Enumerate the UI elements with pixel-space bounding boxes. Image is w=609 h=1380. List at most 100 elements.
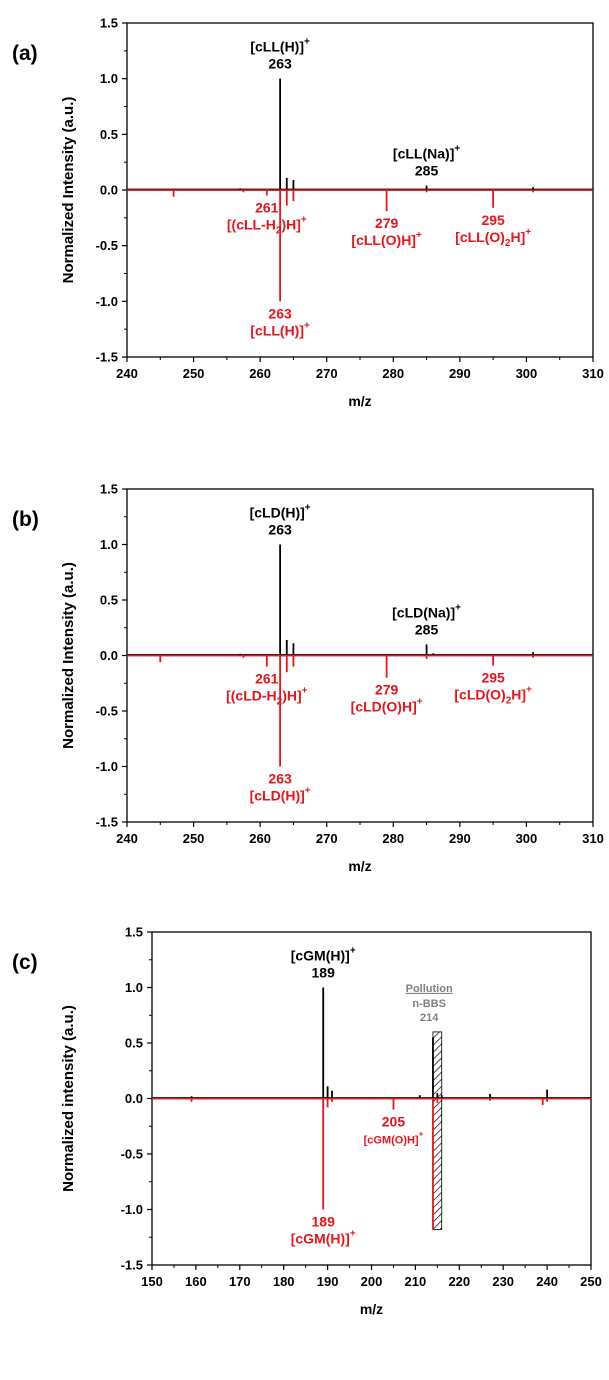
peak-label-261-bottom: 261[(cLL-H2)H]+ (227, 200, 307, 237)
y-tick-label: 1.5 (100, 16, 118, 31)
annotation-line: 295 (481, 212, 505, 228)
annotation-line: 205 (382, 1114, 406, 1130)
x-tick-label: 200 (361, 1274, 383, 1289)
annotation-line: 279 (375, 682, 399, 698)
x-tick-label: 260 (249, 366, 271, 381)
x-tick-label: 300 (516, 366, 538, 381)
annotation-line: [cLD(H)]+ (250, 786, 311, 804)
x-tick-label: 290 (449, 366, 471, 381)
x-tick-label: 240 (116, 366, 138, 381)
annotation-line: 263 (268, 56, 292, 72)
y-tick-label: 1.5 (100, 482, 118, 497)
x-tick-label: 250 (183, 366, 205, 381)
y-tick-label: 1.0 (100, 71, 118, 86)
annotation-line: 279 (375, 215, 399, 231)
peak-label-285-top: [cLL(Na)]+285 (393, 144, 460, 179)
annotation-line: 295 (481, 669, 505, 685)
x-tick-label: 290 (449, 831, 471, 846)
peak-label-279-bottom: 279[cLL(O)H]+ (351, 215, 422, 248)
peak-label-205-bottom: 205[cGM(O)H]+ (364, 1114, 424, 1147)
annotation-line: 261 (255, 200, 279, 216)
panel-label: (a) (12, 42, 38, 65)
peak-label-285-top: [cLD(Na)]+285 (392, 602, 461, 637)
annotation-line: [cLL(O)2H]+ (455, 227, 531, 249)
y-tick-label: -0.5 (121, 1147, 143, 1162)
x-tick-label: 220 (448, 1274, 470, 1289)
x-tick-label: 310 (582, 366, 604, 381)
panel-label: (b) (12, 508, 39, 531)
annotation-line: 263 (268, 522, 292, 538)
pollution-band (432, 1031, 443, 1230)
x-tick-label: 240 (536, 1274, 558, 1289)
pollution-compound: n-BBS (412, 998, 446, 1010)
x-tick-label: 180 (273, 1274, 295, 1289)
y-tick-label: -1.5 (96, 815, 118, 830)
peak-label-295-bottom: 295[cLL(O)2H]+ (455, 212, 531, 249)
y-tick-label: 0.5 (125, 1036, 143, 1051)
annotation-line: [cGM(H)]+ (291, 946, 356, 964)
peak-label-263-top: [cLD(H)]+263 (250, 503, 311, 538)
annotation-line: [(cLD-H2)H]+ (226, 686, 308, 708)
y-tick-label: 0.5 (100, 593, 118, 608)
annotation-line: [cLL(H)]+ (250, 320, 310, 338)
peak-label-279-bottom: 279[cLD(O)H]+ (351, 682, 423, 715)
y-tick-label: 1.5 (125, 925, 143, 940)
x-tick-label: 270 (316, 831, 338, 846)
annotation-line: [cLD(Na)]+ (392, 602, 461, 620)
x-tick-label: 250 (580, 1274, 602, 1289)
annotation-line: [cGM(O)H]+ (364, 1130, 424, 1147)
x-tick-label: 260 (249, 831, 271, 846)
x-tick-label: 170 (229, 1274, 251, 1289)
x-tick-label: 190 (317, 1274, 339, 1289)
y-tick-label: -0.5 (96, 704, 118, 719)
y-tick-label: -1.5 (121, 1258, 143, 1273)
annotation-line: [cLL(H)]+ (250, 37, 310, 55)
annotation-line: [cLD(O)H]+ (351, 697, 423, 715)
y-tick-label: -1.0 (96, 294, 118, 309)
annotation-line: 263 (268, 771, 292, 787)
annotation-line: [cLL(Na)]+ (393, 144, 460, 162)
annotation-line: 263 (268, 305, 292, 321)
annotation-line: [(cLL-H2)H]+ (227, 215, 307, 237)
y-tick-label: 0.5 (100, 127, 118, 142)
peak-label-263-bottom: 263[cLL(H)]+ (250, 305, 310, 338)
y-tick-label: -1.5 (96, 350, 118, 365)
y-tick-label: 1.0 (100, 537, 118, 552)
annotation-line: [cLD(O)2H]+ (454, 684, 532, 706)
annotation-line: 285 (415, 163, 439, 179)
chart-panel-3: 150 160 170 180 190 200 210 220 230 240 250 1.5 1.0 0… (12, 925, 602, 1318)
annotation-line: 189 (312, 965, 336, 981)
x-tick-label: 150 (141, 1274, 163, 1289)
x-tick-label: 270 (316, 366, 338, 381)
annotation-line: [cLL(O)H]+ (351, 230, 422, 248)
panel-label: (c) (12, 951, 38, 974)
y-axis-label: Normalized Intensity (a.u.) (60, 562, 77, 749)
y-tick-label: 1.0 (125, 980, 143, 995)
x-tick-label: 230 (492, 1274, 514, 1289)
pollution-title: Pollution (406, 983, 453, 995)
peak-label-263-top: [cLL(H)]+263 (250, 37, 310, 72)
y-tick-label: -1.0 (96, 759, 118, 774)
chart-panel-1: 240 250 260 270 280 290 300 310 1.5 1.0 0.5 0.0 -0.5… (12, 16, 604, 410)
x-tick-label: 280 (382, 831, 404, 846)
y-axis-label: Normalized intensity (a.u.) (60, 1005, 77, 1192)
annotation-line: [cGM(H)]+ (291, 1229, 356, 1247)
x-tick-label: 160 (185, 1274, 207, 1289)
peak-label-263-bottom: 263[cLD(H)]+ (250, 771, 311, 804)
pollution-mz: 214 (420, 1012, 439, 1024)
y-tick-label: -1.0 (121, 1202, 143, 1217)
x-axis-label: m/z (348, 858, 371, 874)
peak-label-189-bottom: 189[cGM(H)]+ (291, 1214, 356, 1247)
x-tick-label: 240 (116, 831, 138, 846)
y-tick-label: 0.0 (100, 183, 118, 198)
y-tick-label: 0.0 (125, 1091, 143, 1106)
x-axis-label: m/z (360, 1301, 383, 1317)
chart-panel-2: 240 250 260 270 280 290 300 310 1.5 1.0 0.5 0.0 -0.5… (12, 482, 604, 875)
x-tick-label: 300 (516, 831, 538, 846)
y-tick-label: 0.0 (100, 648, 118, 663)
annotation-line: 261 (255, 671, 279, 687)
y-axis-label: Normalized Intensity (a.u.) (60, 97, 77, 284)
x-tick-label: 210 (405, 1274, 427, 1289)
annotation-line: 285 (415, 621, 439, 637)
